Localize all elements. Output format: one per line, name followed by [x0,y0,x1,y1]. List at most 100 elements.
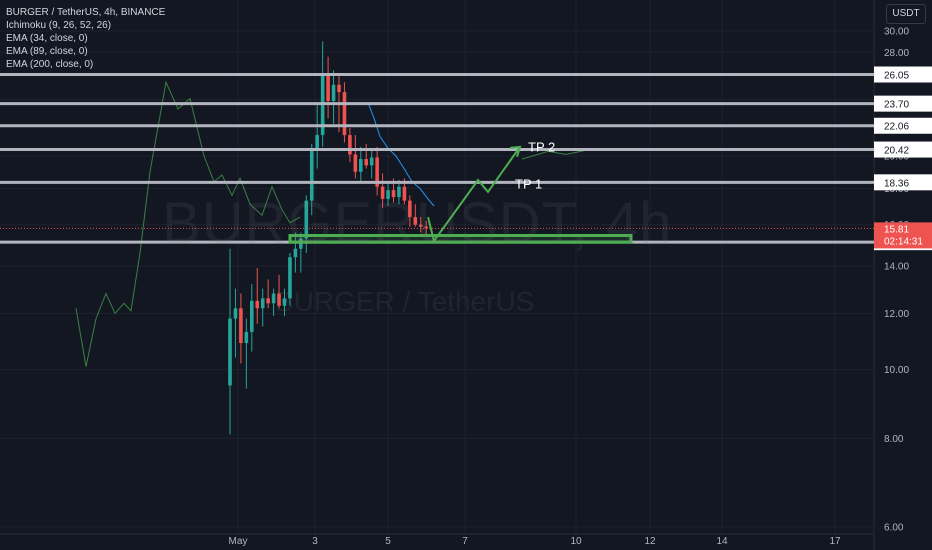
level-label-box [874,174,932,191]
candle-body [293,248,298,258]
candle [380,173,385,208]
candle [424,220,428,235]
x-tick-label: 3 [312,536,318,547]
indicator-ema-34[interactable]: EMA (34, close, 0) [6,33,88,44]
candle-body [413,217,418,225]
candle [293,232,298,273]
candle [375,146,379,196]
candle-body [239,308,243,344]
indicator-ema-89[interactable]: EMA (89, close, 0) [6,46,88,57]
x-tick-label: 10 [570,536,582,547]
candle-body [359,159,363,172]
candle [353,135,358,179]
ichimoku-span-line [521,149,589,160]
y-tick-label: 30.00 [884,27,909,38]
candle-body [424,226,428,229]
candle-body [369,157,374,166]
candle-body [408,200,412,218]
x-tick-label: 5 [385,536,391,547]
candle-body [244,331,249,344]
candle [315,104,319,169]
y-tick-label: 6.00 [884,523,904,534]
candle-body [380,186,385,199]
y-tick-label: 10.00 [884,365,909,376]
level-label-box [874,117,932,134]
ema-line [367,102,435,207]
x-tick-label: 12 [644,536,656,547]
level-label-box [874,95,932,112]
current-price-value: 15.81 [884,224,909,235]
indicator-ichimoku[interactable]: Ichimoku (9, 26, 52, 26) [6,20,112,31]
x-tick-label: 14 [716,536,728,547]
level-label-26.05: 26.05 [884,71,909,82]
candle [397,179,401,205]
candle-body [250,300,254,332]
candle [408,195,412,227]
candle [228,248,232,435]
candle [282,288,287,316]
candle-body [260,298,265,309]
chart-legend: BURGER / TetherUS, 4h, BINANCE Ichimoku … [6,6,165,71]
candle [260,288,265,327]
y-tick-label: 28.00 [884,48,909,59]
candle [413,204,418,227]
candle-body [271,293,276,304]
x-tick-label: May [229,536,248,547]
candle [271,288,276,316]
candle-body [304,200,309,239]
countdown-timer: 02:14:31 [884,236,923,247]
candle [369,149,374,179]
candle [266,279,270,309]
candle-body [353,154,358,172]
candle-body [402,186,407,201]
candle-body [326,75,330,102]
candle-body [331,84,336,102]
candle [418,217,423,233]
symbol-title[interactable]: BURGER / TetherUS, 4h, BINANCE [6,7,166,18]
y-tick-label: 12.00 [884,309,909,320]
indicator-ema-200[interactable]: EMA (200, close, 0) [6,59,94,70]
candle-body [255,300,260,309]
candle-body [364,159,369,166]
level-label-box [874,141,932,158]
candle-body [386,190,390,199]
support-zone [288,234,633,244]
candle [331,70,336,124]
candle-body [397,186,401,198]
candle [342,82,347,143]
candle-body [266,298,270,304]
candle-body [277,293,281,306]
annotation-tp1: TP 1 [515,176,542,191]
candle [386,183,390,207]
level-label-22.06: 22.06 [884,122,909,133]
candle [233,288,238,358]
candle [359,146,363,182]
currency-button[interactable]: USDT [886,4,926,24]
candle [244,318,249,389]
candle-body [315,135,319,150]
candle-body [309,149,314,201]
projection-arrowhead [509,145,522,158]
candle [288,252,292,306]
projection-path [427,146,521,244]
level-label-box [874,66,932,83]
candle-body [337,84,341,93]
candle [348,127,352,163]
candle [239,293,243,364]
ichimoku-lagging-line [75,80,301,367]
current-price-tag [874,222,932,249]
candle-body [233,308,238,319]
candle-body [348,135,352,155]
candle [364,143,369,169]
candle [250,284,254,352]
annotation-tp2: TP 2 [528,140,555,155]
candle-body [288,257,292,299]
candle [309,143,314,216]
candle [255,268,260,324]
x-tick-label: 17 [829,536,841,547]
candle [277,274,281,309]
level-label-23.70: 23.70 [884,100,909,111]
level-label-20.42: 20.42 [884,146,909,157]
